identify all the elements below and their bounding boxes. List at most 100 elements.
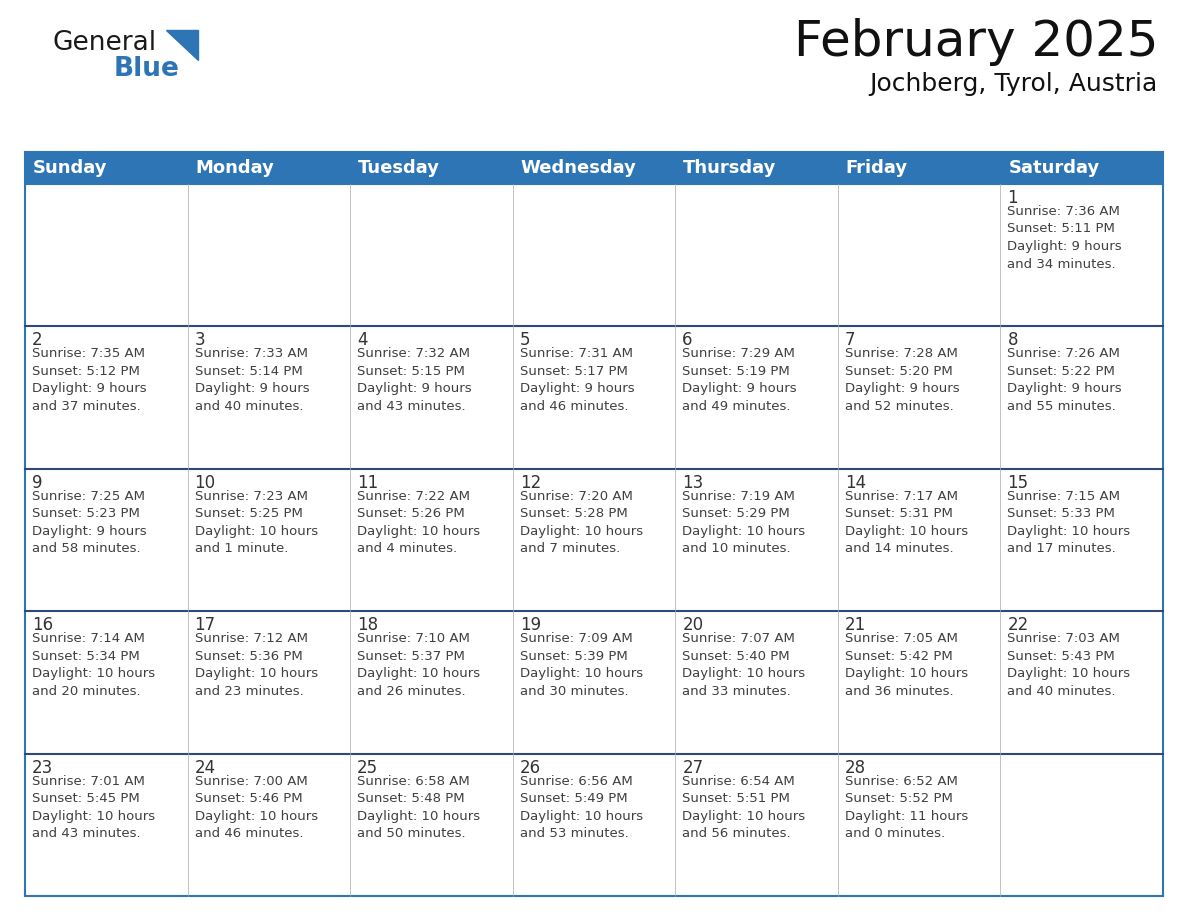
Bar [1000, 611, 1163, 754]
Text: Sunrise: 7:35 AM
Sunset: 5:12 PM
Daylight: 9 hours
and 37 minutes.: Sunrise: 7:35 AM Sunset: 5:12 PM Dayligh… [32, 347, 146, 413]
Bar [513, 611, 675, 754]
Text: Sunday: Sunday [33, 159, 107, 177]
Text: 4: 4 [358, 331, 367, 350]
Text: 25: 25 [358, 758, 378, 777]
Bar [25, 184, 188, 327]
Text: February 2025: February 2025 [794, 18, 1158, 66]
Bar [513, 469, 675, 611]
Bar [1000, 327, 1163, 469]
Text: Sunrise: 7:26 AM
Sunset: 5:22 PM
Daylight: 9 hours
and 55 minutes.: Sunrise: 7:26 AM Sunset: 5:22 PM Dayligh… [1007, 347, 1121, 413]
Bar [25, 469, 188, 611]
Text: Thursday: Thursday [683, 159, 777, 177]
Text: 22: 22 [1007, 616, 1029, 634]
Text: Sunrise: 7:07 AM
Sunset: 5:40 PM
Daylight: 10 hours
and 33 minutes.: Sunrise: 7:07 AM Sunset: 5:40 PM Dayligh… [682, 633, 805, 698]
Bar [188, 611, 350, 754]
Text: 11: 11 [358, 474, 379, 492]
Text: Sunrise: 7:28 AM
Sunset: 5:20 PM
Daylight: 9 hours
and 52 minutes.: Sunrise: 7:28 AM Sunset: 5:20 PM Dayligh… [845, 347, 960, 413]
Text: 9: 9 [32, 474, 43, 492]
Text: 21: 21 [845, 616, 866, 634]
Text: Monday: Monday [196, 159, 274, 177]
Text: Sunrise: 6:56 AM
Sunset: 5:49 PM
Daylight: 10 hours
and 53 minutes.: Sunrise: 6:56 AM Sunset: 5:49 PM Dayligh… [519, 775, 643, 840]
Text: 7: 7 [845, 331, 855, 350]
Text: Sunrise: 7:22 AM
Sunset: 5:26 PM
Daylight: 10 hours
and 4 minutes.: Sunrise: 7:22 AM Sunset: 5:26 PM Dayligh… [358, 490, 480, 555]
Bar [25, 327, 188, 469]
Text: Sunrise: 7:25 AM
Sunset: 5:23 PM
Daylight: 9 hours
and 58 minutes.: Sunrise: 7:25 AM Sunset: 5:23 PM Dayligh… [32, 490, 146, 555]
Text: Sunrise: 6:58 AM
Sunset: 5:48 PM
Daylight: 10 hours
and 50 minutes.: Sunrise: 6:58 AM Sunset: 5:48 PM Dayligh… [358, 775, 480, 840]
Text: 5: 5 [519, 331, 530, 350]
Bar [1000, 469, 1163, 611]
Bar [350, 184, 513, 327]
Text: 14: 14 [845, 474, 866, 492]
Text: Sunrise: 7:33 AM
Sunset: 5:14 PM
Daylight: 9 hours
and 40 minutes.: Sunrise: 7:33 AM Sunset: 5:14 PM Dayligh… [195, 347, 309, 413]
Text: Sunrise: 7:31 AM
Sunset: 5:17 PM
Daylight: 9 hours
and 46 minutes.: Sunrise: 7:31 AM Sunset: 5:17 PM Dayligh… [519, 347, 634, 413]
Text: 10: 10 [195, 474, 216, 492]
Polygon shape [166, 30, 198, 60]
Bar [350, 754, 513, 896]
Text: 12: 12 [519, 474, 541, 492]
Bar [1000, 184, 1163, 327]
Text: Sunrise: 7:00 AM
Sunset: 5:46 PM
Daylight: 10 hours
and 46 minutes.: Sunrise: 7:00 AM Sunset: 5:46 PM Dayligh… [195, 775, 317, 840]
Text: Sunrise: 7:23 AM
Sunset: 5:25 PM
Daylight: 10 hours
and 1 minute.: Sunrise: 7:23 AM Sunset: 5:25 PM Dayligh… [195, 490, 317, 555]
Bar [188, 184, 350, 327]
Bar [188, 754, 350, 896]
Bar [1000, 754, 1163, 896]
Bar [350, 327, 513, 469]
Text: 24: 24 [195, 758, 216, 777]
Text: 18: 18 [358, 616, 378, 634]
Text: Sunrise: 7:15 AM
Sunset: 5:33 PM
Daylight: 10 hours
and 17 minutes.: Sunrise: 7:15 AM Sunset: 5:33 PM Dayligh… [1007, 490, 1131, 555]
Bar [675, 469, 838, 611]
Text: 19: 19 [519, 616, 541, 634]
Bar [188, 327, 350, 469]
Bar [838, 611, 1000, 754]
Bar [25, 152, 1163, 184]
Bar [25, 611, 188, 754]
Text: Saturday: Saturday [1009, 159, 1100, 177]
Text: Sunrise: 7:17 AM
Sunset: 5:31 PM
Daylight: 10 hours
and 14 minutes.: Sunrise: 7:17 AM Sunset: 5:31 PM Dayligh… [845, 490, 968, 555]
Text: 28: 28 [845, 758, 866, 777]
Text: Sunrise: 7:01 AM
Sunset: 5:45 PM
Daylight: 10 hours
and 43 minutes.: Sunrise: 7:01 AM Sunset: 5:45 PM Dayligh… [32, 775, 156, 840]
Text: 17: 17 [195, 616, 216, 634]
Bar [675, 327, 838, 469]
Bar [838, 184, 1000, 327]
Text: 1: 1 [1007, 189, 1018, 207]
Text: Sunrise: 7:29 AM
Sunset: 5:19 PM
Daylight: 9 hours
and 49 minutes.: Sunrise: 7:29 AM Sunset: 5:19 PM Dayligh… [682, 347, 797, 413]
Bar [513, 754, 675, 896]
Text: 8: 8 [1007, 331, 1018, 350]
Text: Sunrise: 7:10 AM
Sunset: 5:37 PM
Daylight: 10 hours
and 26 minutes.: Sunrise: 7:10 AM Sunset: 5:37 PM Dayligh… [358, 633, 480, 698]
Bar [838, 327, 1000, 469]
Text: Sunrise: 7:19 AM
Sunset: 5:29 PM
Daylight: 10 hours
and 10 minutes.: Sunrise: 7:19 AM Sunset: 5:29 PM Dayligh… [682, 490, 805, 555]
Bar [25, 754, 188, 896]
Bar [675, 184, 838, 327]
Text: 20: 20 [682, 616, 703, 634]
Bar [188, 469, 350, 611]
Text: Blue: Blue [114, 56, 179, 82]
Text: Jochberg, Tyrol, Austria: Jochberg, Tyrol, Austria [870, 72, 1158, 96]
Text: 16: 16 [32, 616, 53, 634]
Text: Sunrise: 7:09 AM
Sunset: 5:39 PM
Daylight: 10 hours
and 30 minutes.: Sunrise: 7:09 AM Sunset: 5:39 PM Dayligh… [519, 633, 643, 698]
Text: Wednesday: Wednesday [520, 159, 637, 177]
Text: Sunrise: 7:36 AM
Sunset: 5:11 PM
Daylight: 9 hours
and 34 minutes.: Sunrise: 7:36 AM Sunset: 5:11 PM Dayligh… [1007, 205, 1121, 271]
Text: Sunrise: 7:20 AM
Sunset: 5:28 PM
Daylight: 10 hours
and 7 minutes.: Sunrise: 7:20 AM Sunset: 5:28 PM Dayligh… [519, 490, 643, 555]
Text: 27: 27 [682, 758, 703, 777]
Text: 26: 26 [519, 758, 541, 777]
Text: 6: 6 [682, 331, 693, 350]
Bar [838, 469, 1000, 611]
Text: Sunrise: 7:12 AM
Sunset: 5:36 PM
Daylight: 10 hours
and 23 minutes.: Sunrise: 7:12 AM Sunset: 5:36 PM Dayligh… [195, 633, 317, 698]
Text: 13: 13 [682, 474, 703, 492]
Bar [838, 754, 1000, 896]
Text: Sunrise: 6:54 AM
Sunset: 5:51 PM
Daylight: 10 hours
and 56 minutes.: Sunrise: 6:54 AM Sunset: 5:51 PM Dayligh… [682, 775, 805, 840]
Bar [675, 754, 838, 896]
Text: 15: 15 [1007, 474, 1029, 492]
Bar [350, 469, 513, 611]
Bar [675, 611, 838, 754]
Text: Sunrise: 6:52 AM
Sunset: 5:52 PM
Daylight: 11 hours
and 0 minutes.: Sunrise: 6:52 AM Sunset: 5:52 PM Dayligh… [845, 775, 968, 840]
Text: Sunrise: 7:03 AM
Sunset: 5:43 PM
Daylight: 10 hours
and 40 minutes.: Sunrise: 7:03 AM Sunset: 5:43 PM Dayligh… [1007, 633, 1131, 698]
Bar [350, 611, 513, 754]
Text: Sunrise: 7:32 AM
Sunset: 5:15 PM
Daylight: 9 hours
and 43 minutes.: Sunrise: 7:32 AM Sunset: 5:15 PM Dayligh… [358, 347, 472, 413]
Text: Tuesday: Tuesday [358, 159, 440, 177]
Text: 3: 3 [195, 331, 206, 350]
Text: 23: 23 [32, 758, 53, 777]
Text: Sunrise: 7:05 AM
Sunset: 5:42 PM
Daylight: 10 hours
and 36 minutes.: Sunrise: 7:05 AM Sunset: 5:42 PM Dayligh… [845, 633, 968, 698]
Text: Sunrise: 7:14 AM
Sunset: 5:34 PM
Daylight: 10 hours
and 20 minutes.: Sunrise: 7:14 AM Sunset: 5:34 PM Dayligh… [32, 633, 156, 698]
Text: 2: 2 [32, 331, 43, 350]
